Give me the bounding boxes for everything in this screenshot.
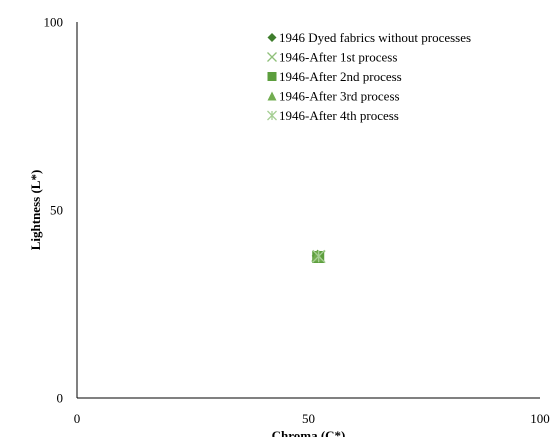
x-tick-label: 100 [530,411,550,426]
y-tick-labels: 0 50 100 [44,15,64,406]
legend-marker [267,72,277,81]
axes [76,22,540,399]
data-point-series-5 [312,249,326,263]
legend-item: 1946-After 3rd process [267,89,400,104]
y-tick-label: 100 [44,15,64,30]
legend-marker [267,33,277,42]
legend-label: 1946-After 4th process [279,108,399,123]
data-points [311,249,326,264]
y-tick-label: 0 [57,391,64,406]
y-tick-label: 50 [50,203,63,218]
legend-marker [267,110,277,121]
legend-label: 1946-After 2nd process [279,69,402,84]
y-axis-title: Lightness (L*) [28,170,43,251]
legend-item: 1946-After 2nd process [267,69,402,84]
x-tick-label: 0 [74,411,81,426]
x-axis-title: Chroma (C*) [272,428,346,437]
legend-marker [267,91,277,101]
x-tick-label: 50 [302,411,315,426]
legend-item: 1946-After 4th process [267,108,399,123]
legend-marker [267,52,277,62]
legend-label: 1946-After 1st process [279,50,397,65]
legend-label: 1946-After 3rd process [279,89,400,104]
legend-label: 1946 Dyed fabrics without processes [279,30,471,45]
legend-item: 1946-After 1st process [267,50,397,65]
x-tick-labels: 0 50 100 [74,411,550,426]
legend: 1946 Dyed fabrics without processes 1946-… [267,30,471,123]
legend-item: 1946 Dyed fabrics without processes [267,30,471,45]
